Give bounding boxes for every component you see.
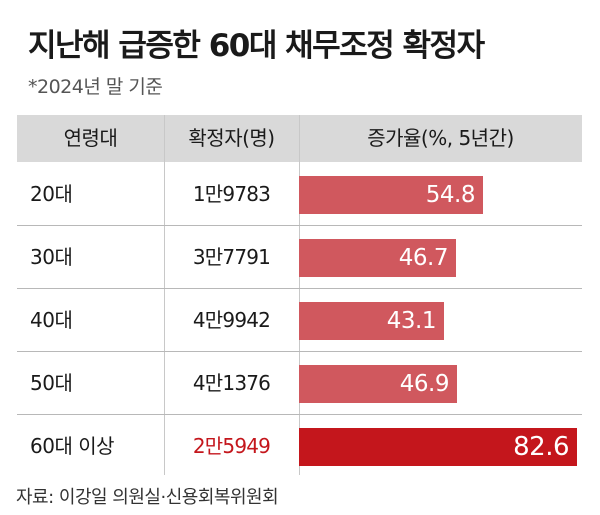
rate-bar: 46.9 [299, 365, 457, 403]
table-row: 40대 4만9942 43.1 [17, 289, 582, 352]
confirmed-count: 1만9783 [192, 182, 271, 206]
source-note: 자료: 이강일 의원실·신용회복위원회 [16, 487, 279, 508]
confirmed-count: 3만7791 [192, 245, 271, 269]
age-group-label: 30대 [30, 245, 73, 269]
rate-value-label: 82.6 [513, 432, 569, 462]
header-rate: 증가율(%, 5년간) [367, 126, 514, 150]
table-row: 50대 4만1376 46.9 [17, 352, 582, 415]
chart-subtitle: *2024년 말 기준 [28, 76, 163, 98]
age-group-label: 20대 [30, 182, 73, 206]
rate-value-label: 46.7 [398, 245, 449, 271]
rate-bar: 43.1 [299, 302, 444, 340]
chart-title: 지난해 급증한 60대 채무조정 확정자 [28, 28, 485, 64]
age-group-label: 60대 이상 [30, 434, 115, 458]
table-row: 60대 이상 2만5949 82.6 [17, 415, 582, 477]
rate-value-label: 46.9 [399, 371, 450, 397]
confirmed-count: 4만9942 [192, 308, 271, 332]
column-divider [164, 115, 165, 475]
age-group-label: 50대 [30, 371, 73, 395]
rate-value-label: 43.1 [386, 308, 437, 334]
rate-bar: 82.6 [299, 428, 577, 466]
confirmed-count: 2만5949 [192, 434, 271, 458]
confirmed-count: 4만1376 [192, 371, 271, 395]
column-divider [299, 115, 300, 475]
header-age: 연령대 [63, 126, 118, 150]
rate-value-label: 54.8 [425, 182, 476, 208]
age-group-label: 40대 [30, 308, 73, 332]
table-row: 20대 1만9783 54.8 [17, 163, 582, 226]
rate-bar: 46.7 [299, 239, 456, 277]
rate-bar: 54.8 [299, 176, 483, 214]
table-row: 30대 3만7791 46.7 [17, 226, 582, 289]
header-count: 확정자(명) [188, 126, 275, 150]
